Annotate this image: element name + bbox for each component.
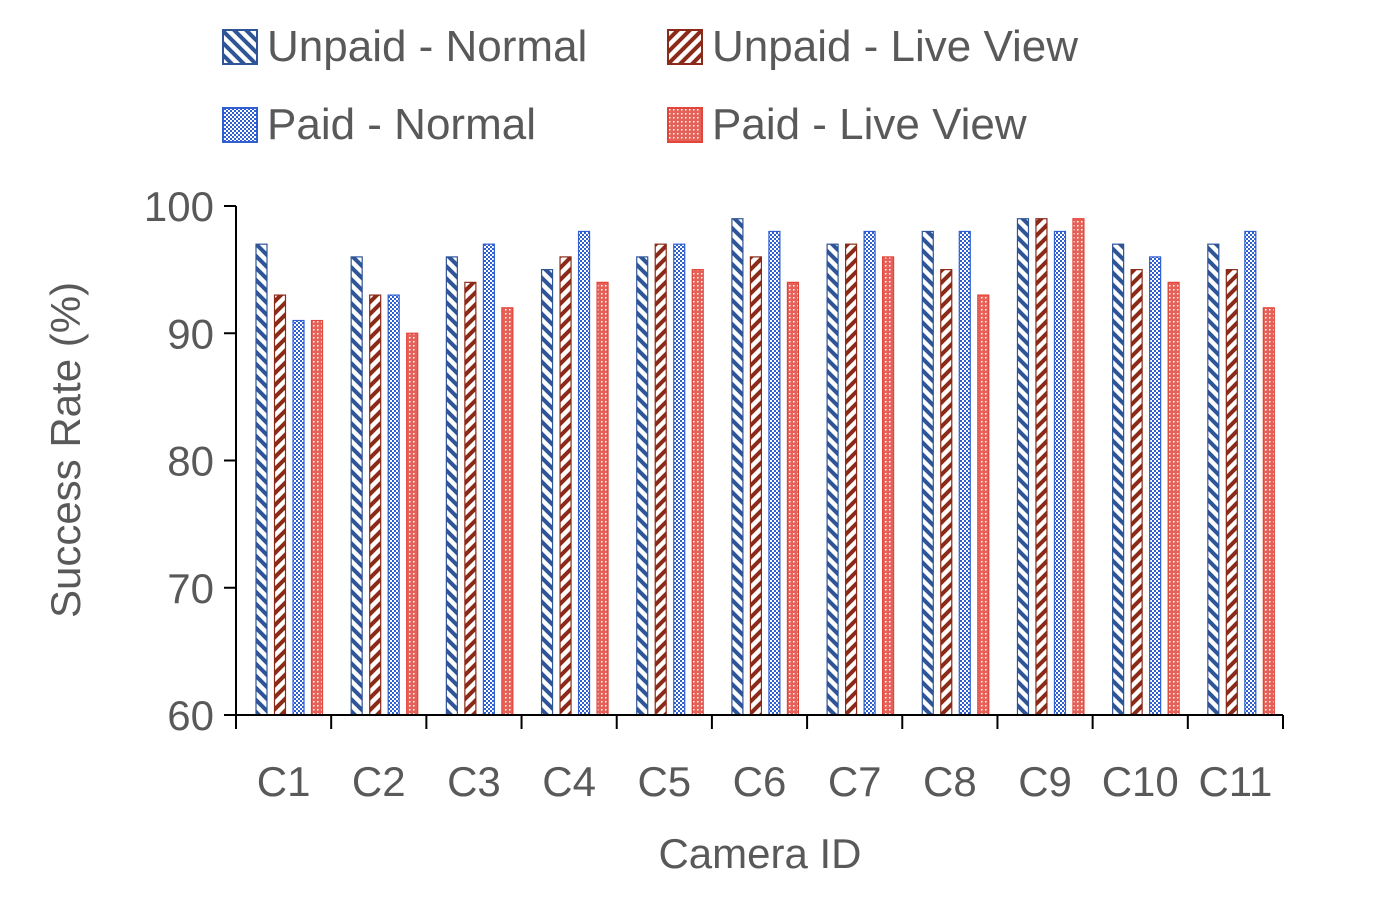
x-tick-label: C9: [1018, 758, 1072, 805]
bar: [1207, 243, 1220, 716]
bar: [369, 294, 382, 716]
bar: [559, 256, 572, 716]
bar: [1130, 269, 1143, 716]
bar: [1167, 281, 1180, 716]
bar: [673, 243, 686, 716]
x-tick-label: C6: [733, 758, 787, 805]
x-tick-label: C3: [447, 758, 501, 805]
bar: [445, 256, 458, 716]
y-axis-label: Success Rate (%): [42, 282, 89, 618]
legend-item: Unpaid - Live View: [667, 22, 1078, 71]
legend: Unpaid - Normal Unpaid - Live View Paid - …: [222, 22, 1078, 149]
bar: [731, 218, 744, 716]
bar: [921, 230, 934, 716]
x-tick-label: C8: [923, 758, 977, 805]
bar: [1035, 218, 1048, 716]
y-tick-label: 80: [167, 438, 214, 485]
bar: [749, 256, 763, 716]
bar: [1016, 218, 1030, 716]
bars: [255, 218, 1275, 716]
bar: [387, 294, 400, 716]
y-tick-label: 60: [167, 692, 214, 739]
legend-label: Unpaid - Normal: [267, 22, 587, 71]
bar: [844, 243, 858, 716]
bar: [1262, 307, 1275, 716]
x-tick-label: C1: [257, 758, 311, 805]
bar: [863, 230, 876, 716]
bar: [255, 243, 268, 716]
bar: [636, 256, 649, 716]
y-tick-label: 70: [167, 565, 214, 612]
axes: 60 70 80 90 100 C1 C2 C3 C4 C5 C6 C7 C8 C9 C10 C11: [144, 183, 1284, 805]
bar: [654, 243, 667, 716]
bar: [464, 281, 477, 716]
bar: [786, 281, 800, 716]
legend-label: Unpaid - Live View: [712, 22, 1078, 71]
legend-swatch: [222, 107, 258, 143]
bar: [273, 294, 287, 716]
x-tick-label: C10: [1102, 758, 1179, 805]
bar: [406, 332, 419, 716]
legend-item: Paid - Normal: [222, 100, 536, 149]
bar: [310, 319, 324, 716]
bar: [1053, 230, 1067, 716]
legend-swatch: [667, 107, 703, 143]
legend-swatch: [222, 29, 258, 65]
bar: [1244, 230, 1257, 716]
x-tick-label: C4: [542, 758, 596, 805]
x-tick-label: C2: [352, 758, 406, 805]
legend-label: Paid - Normal: [267, 100, 536, 149]
x-tick-label: C5: [637, 758, 691, 805]
legend-label: Paid - Live View: [712, 100, 1027, 149]
bar: [350, 256, 363, 716]
y-tick-label: 90: [167, 310, 214, 357]
x-tick-label: C11: [1198, 758, 1272, 805]
bar: [292, 319, 305, 716]
bar: [1072, 218, 1085, 716]
bar: [501, 307, 514, 716]
x-axis-label: Camera ID: [658, 830, 861, 877]
bar: [940, 269, 953, 716]
x-tick-label: C7: [828, 758, 882, 805]
bar: [577, 230, 591, 716]
bar: [958, 230, 971, 716]
bar: [482, 243, 495, 716]
legend-item: Unpaid - Normal: [222, 22, 587, 71]
legend-swatch: [667, 29, 703, 65]
bar: [1112, 243, 1125, 716]
bar: [540, 269, 554, 716]
bar: [881, 256, 895, 716]
bar: [768, 230, 781, 716]
bar: [826, 243, 839, 716]
bar: [977, 294, 990, 716]
y-tick-label: 100: [144, 183, 214, 230]
legend-item: Paid - Live View: [667, 100, 1027, 149]
bar: [1225, 269, 1238, 716]
bar: [596, 281, 609, 716]
bar: [691, 269, 704, 716]
bar: [1149, 256, 1162, 716]
